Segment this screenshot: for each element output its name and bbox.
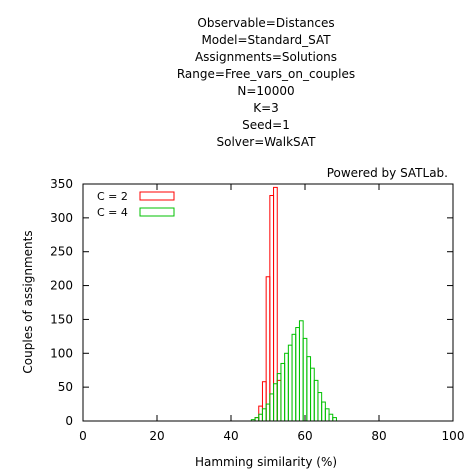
- title-line: Assignments=Solutions: [195, 50, 337, 64]
- title-line: N=10000: [237, 84, 294, 98]
- bar-series-1: [269, 195, 275, 422]
- bar-series-2: [324, 408, 330, 422]
- bar-series-2: [261, 408, 267, 422]
- chart-title: Observable=Distances Model=Standard_SAT As…: [177, 16, 355, 149]
- y-tick-label: 50: [58, 380, 73, 394]
- bar-series-1: [273, 186, 278, 422]
- title-line: Seed=1: [242, 118, 290, 132]
- y-tick-label: 100: [50, 346, 73, 360]
- bar-series-2: [273, 383, 278, 422]
- legend-label: C = 2: [97, 190, 128, 203]
- bar-series-2: [321, 401, 326, 422]
- bar-series-1: [276, 379, 282, 422]
- bar-series-2: [313, 379, 319, 422]
- x-axis-label: Hamming similarity (%): [195, 455, 337, 469]
- bar-series-1: [265, 276, 271, 422]
- y-tick-label: 350: [50, 177, 73, 191]
- bar-series-2: [306, 356, 312, 422]
- bar-series-2: [302, 337, 308, 422]
- bar-series-2: [284, 352, 289, 422]
- bars: [250, 186, 337, 422]
- y-tick-label: 200: [50, 279, 73, 293]
- x-tick-label: 80: [371, 429, 386, 443]
- plot-frame: [82, 183, 454, 422]
- bar-series-2: [287, 344, 293, 422]
- bar-series-2: [310, 367, 315, 422]
- y-tick-label: 250: [50, 245, 73, 259]
- bar-series-2: [298, 320, 304, 422]
- x-tick-label: 20: [149, 429, 164, 443]
- axis-ticks: 0 20 40 60 80 100 0 50 100 150 200 250 300 350: [50, 177, 464, 443]
- title-line: Model=Standard_SAT: [201, 33, 331, 47]
- title-line: Range=Free_vars_on_couples: [177, 67, 355, 81]
- x-tick-label: 100: [442, 429, 465, 443]
- title-line: Observable=Distances: [197, 16, 334, 30]
- x-tick-label: 40: [223, 429, 238, 443]
- bar-series-2: [280, 362, 286, 422]
- bar-series-2: [291, 333, 297, 422]
- legend: C = 2 C = 4: [97, 190, 175, 219]
- title-line: K=3: [253, 101, 279, 115]
- bar-series-1: [261, 381, 267, 422]
- title-line: Solver=WalkSAT: [217, 135, 317, 149]
- legend-label: C = 4: [97, 206, 128, 219]
- bar-series-2: [332, 417, 337, 422]
- y-tick-label: 0: [65, 414, 73, 428]
- bar-series-1: [258, 405, 263, 422]
- bar-series-2: [265, 403, 271, 422]
- bar-series-2: [258, 413, 263, 422]
- bar-series-2: [269, 393, 275, 422]
- legend-swatch: [139, 191, 175, 201]
- y-tick-label: 300: [50, 211, 73, 225]
- bar-series-2: [328, 413, 334, 422]
- bar-series-2: [295, 327, 300, 422]
- bar-series-2: [317, 392, 323, 422]
- credit-text: Powered by SATLab.: [327, 166, 448, 180]
- x-tick-label: 0: [79, 429, 87, 443]
- bar-series-2: [254, 417, 260, 422]
- legend-swatch: [139, 207, 175, 217]
- y-tick-label: 150: [50, 312, 73, 326]
- y-axis-label: Couples of assignments: [21, 230, 35, 373]
- bar-series-1: [254, 417, 260, 422]
- x-tick-label: 60: [297, 429, 312, 443]
